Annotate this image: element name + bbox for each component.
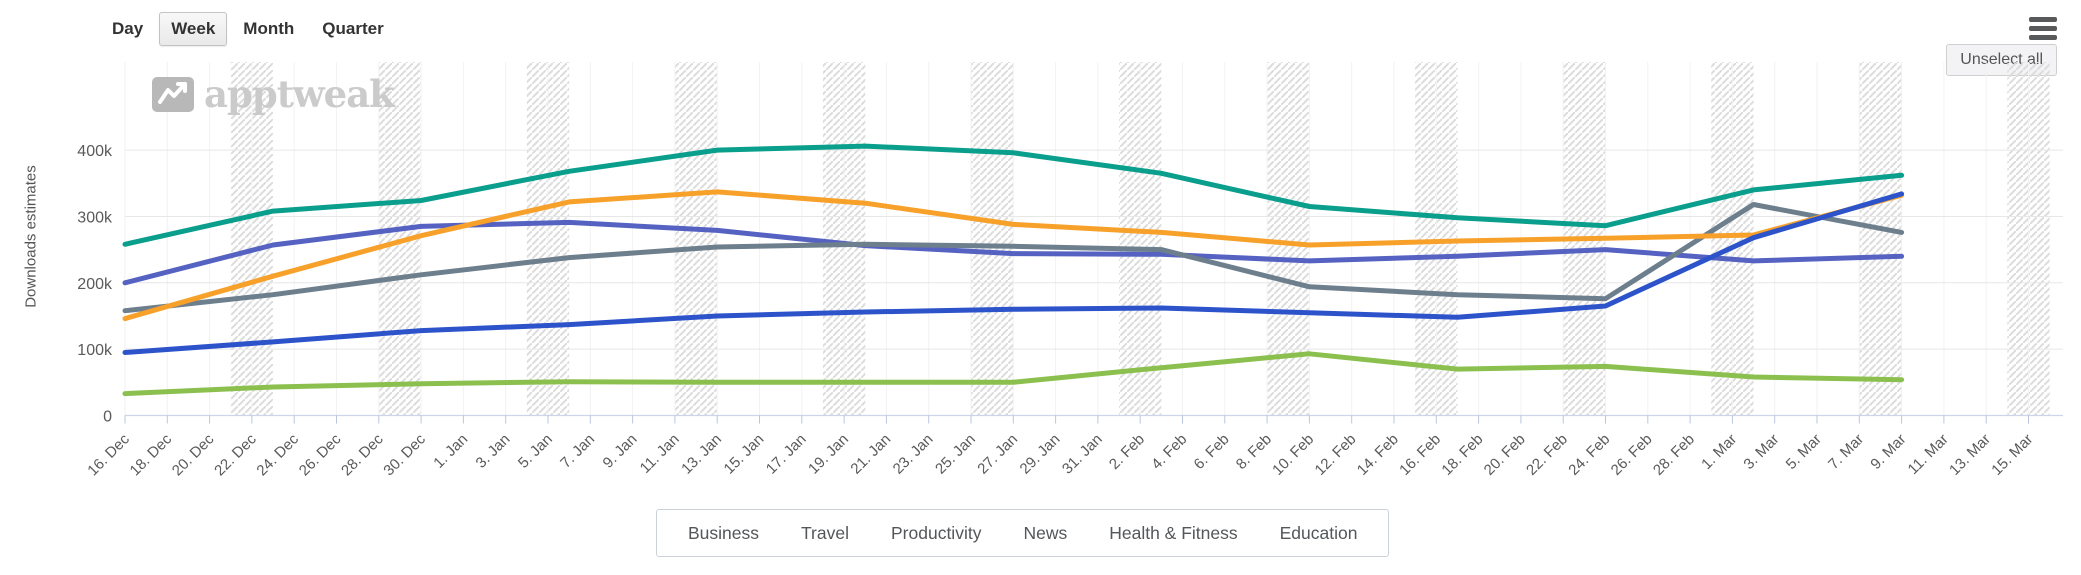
x-tick-label: 5. Jan [515, 431, 556, 472]
weekend-band [674, 62, 718, 416]
x-tick-label: 11. Jan [637, 431, 683, 477]
x-tick-label: 18. Dec [127, 430, 176, 479]
x-tick-label: 3. Mar [1740, 431, 1782, 473]
series-line-education[interactable] [122, 351, 1905, 397]
x-tick-label: 7. Jan [557, 431, 598, 472]
x-tick-label: 9. Jan [600, 431, 641, 472]
x-tick-label: 16. Dec [84, 430, 133, 479]
x-tick-label: 5. Mar [1783, 431, 1825, 473]
hamburger-menu-icon[interactable] [2029, 17, 2057, 40]
x-tick-label: 13. Jan [678, 431, 725, 478]
series-line-news[interactable] [122, 202, 1905, 314]
x-tick-label: 12. Feb [1312, 431, 1360, 479]
y-tick-label: 300k [77, 209, 113, 226]
series-line-health-fitness[interactable] [122, 189, 1905, 322]
series-line-productivity[interactable] [122, 191, 1905, 355]
x-tick-label: 26. Feb [1608, 431, 1656, 479]
x-tick-label: 25. Jan [932, 431, 979, 478]
y-tick-label: 0 [103, 409, 112, 426]
x-tick-label: 20. Feb [1481, 431, 1529, 479]
x-tick-label: 6. Feb [1191, 431, 1233, 473]
period-button-quarter[interactable]: Quarter [310, 12, 395, 46]
x-tick-label: 20. Dec [169, 430, 218, 479]
x-tick-label: 21. Jan [847, 431, 894, 478]
weekend-band [1859, 62, 1902, 416]
x-tick-label: 22. Dec [211, 430, 260, 479]
x-tick-label: 15. Mar [1988, 431, 2036, 479]
x-tick-label: 28. Dec [338, 430, 387, 479]
x-tick-label: 9. Mar [1867, 431, 1909, 473]
x-tick-label: 11. Mar [1905, 431, 1952, 478]
period-button-month[interactable]: Month [231, 12, 306, 46]
x-tick-label: 18. Feb [1438, 431, 1486, 479]
series-line-travel[interactable] [122, 219, 1905, 286]
chart-legend: Business Travel Productivity News Health… [656, 509, 1390, 557]
legend-item-health-fitness[interactable]: Health & Fitness [1109, 523, 1238, 543]
x-tick-label: 23. Jan [890, 431, 937, 478]
x-tick-label: 14. Feb [1354, 431, 1402, 479]
legend-item-news[interactable]: News [1023, 523, 1068, 543]
x-tick-label: 28. Feb [1650, 431, 1698, 479]
weekend-band [1267, 62, 1310, 416]
x-tick-label: 16. Feb [1396, 431, 1444, 479]
x-tick-label: 1. Mar [1698, 431, 1740, 473]
period-button-day[interactable]: Day [100, 12, 155, 46]
period-button-week[interactable]: Week [159, 12, 228, 46]
legend-item-travel[interactable]: Travel [801, 523, 849, 543]
x-tick-label: 13. Mar [1946, 431, 1994, 479]
legend-item-education[interactable]: Education [1279, 523, 1358, 543]
x-tick-label: 30. Dec [380, 430, 429, 479]
y-tick-label: 200k [77, 276, 113, 293]
x-tick-label: 22. Feb [1523, 431, 1571, 479]
series-line-business[interactable] [122, 143, 1905, 247]
x-tick-label: 24. Dec [253, 430, 302, 479]
x-tick-label: 24. Feb [1565, 431, 1613, 479]
x-tick-label: 4. Feb [1148, 431, 1190, 473]
x-tick-label: 2. Feb [1106, 431, 1148, 473]
weekend-band [971, 62, 1014, 416]
x-tick-label: 17. Jan [763, 431, 810, 478]
x-tick-label: 3. Jan [473, 431, 514, 472]
legend-item-business[interactable]: Business [688, 523, 760, 543]
y-axis-title: Downloads estimates [22, 165, 40, 308]
y-tick-label: 100k [77, 342, 113, 359]
x-tick-label: 31. Jan [1059, 431, 1106, 478]
x-tick-label: 1. Jan [430, 431, 471, 472]
x-tick-label: 26. Dec [296, 430, 345, 479]
x-tick-label: 29. Jan [1017, 431, 1064, 478]
x-tick-label: 10. Feb [1269, 431, 1317, 479]
x-tick-label: 19. Jan [805, 431, 852, 478]
x-tick-label: 15. Jan [721, 431, 768, 478]
x-tick-label: 27. Jan [974, 431, 1021, 478]
legend-item-productivity[interactable]: Productivity [891, 523, 982, 543]
x-tick-label: 7. Mar [1825, 431, 1867, 473]
y-tick-label: 400k [77, 143, 113, 160]
period-toolbar: Day Week Month Quarter [100, 12, 396, 46]
